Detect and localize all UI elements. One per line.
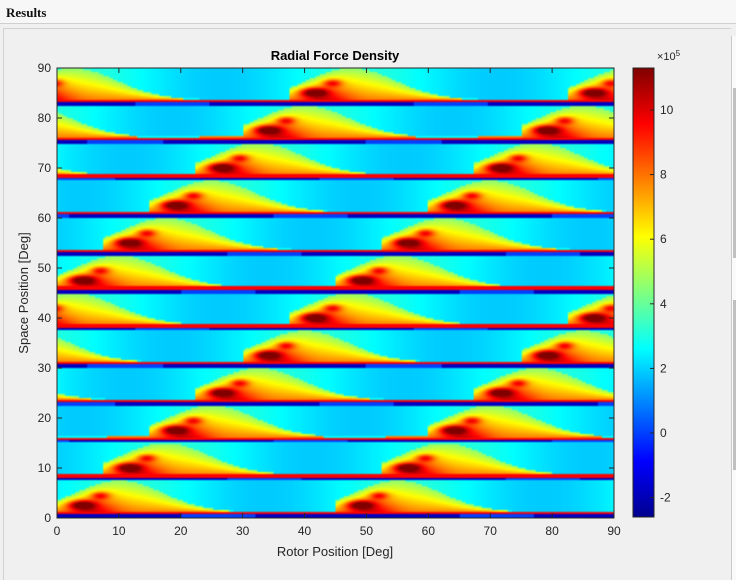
y-tick-label: 90 [38,61,52,75]
colorbar [632,67,655,518]
side-strip-mark [733,300,736,470]
colorbar-tick-label: 8 [660,168,667,182]
x-tick-label: 60 [422,524,436,538]
y-axis-label: Space Position [Deg] [16,232,31,353]
y-tick-label: 0 [44,511,51,525]
x-tick-label: 30 [236,524,250,538]
colorbar-tick-label: 2 [660,361,667,375]
x-tick-label: 0 [54,524,61,538]
y-tick-label: 70 [38,161,52,175]
chart-title: Radial Force Density [271,48,400,63]
heatmap-image [57,68,614,518]
x-axis-ticks: 0 10 20 30 40 50 60 70 80 90 [54,68,621,538]
colorbar-tick-label: 10 [660,103,674,117]
y-axis-ticks: 0 10 20 30 40 50 60 70 80 90 [38,61,614,525]
colorbar-tick-label: -2 [660,491,671,505]
colorbar-exponent: ×105 [657,49,681,63]
colorbar-tick-label: 4 [660,297,667,311]
y-tick-label: 60 [38,211,52,225]
y-tick-label: 30 [38,361,52,375]
y-tick-label: 80 [38,111,52,125]
colorbar-tick-label: 0 [660,426,667,440]
y-tick-label: 50 [38,261,52,275]
y-tick-label: 20 [38,411,52,425]
y-tick-label: 10 [38,461,52,475]
x-tick-label: 40 [298,524,312,538]
x-tick-label: 90 [607,524,621,538]
results-title: Results [6,5,47,20]
x-tick-label: 80 [545,524,559,538]
x-tick-label: 50 [360,524,374,538]
plot-frame [56,67,615,519]
results-header: Results [0,0,736,24]
x-tick-label: 20 [174,524,188,538]
y-tick-label: 40 [38,311,52,325]
side-strip-mark [733,88,736,258]
x-tick-label: 10 [112,524,126,538]
x-axis-label: Rotor Position [Deg] [277,544,393,559]
colorbar-tick-label: 6 [660,232,667,246]
x-tick-label: 70 [484,524,498,538]
colorbar-ticks: -2 0 2 4 6 8 10 [650,103,674,505]
